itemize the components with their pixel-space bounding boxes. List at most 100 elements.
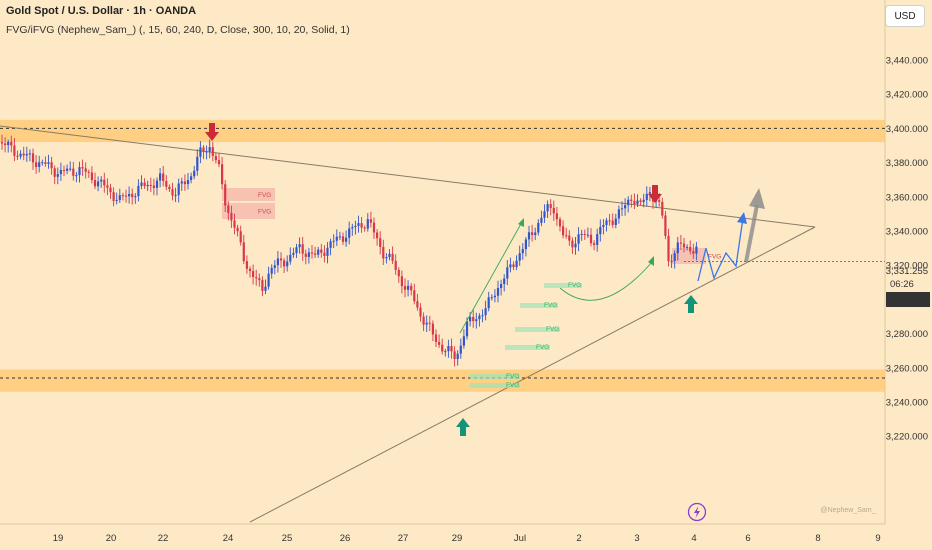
candle-body	[363, 227, 366, 229]
candle-body	[31, 153, 35, 163]
y-tick-label: 3,320.000	[886, 261, 928, 272]
candle-body	[134, 196, 137, 198]
candle-body	[351, 227, 354, 229]
candle-body	[81, 167, 84, 169]
candle-body	[196, 156, 199, 171]
candle-body	[38, 162, 41, 168]
candle-body	[276, 258, 279, 266]
candle-body	[599, 226, 602, 235]
candle-body	[41, 162, 44, 164]
candle-body	[211, 147, 214, 156]
candle-body	[270, 267, 273, 274]
x-tick-label: 24	[223, 533, 234, 544]
candle-body	[400, 276, 403, 287]
y-tick-label: 3,280.000	[886, 329, 928, 340]
pullback-arrowhead	[648, 256, 654, 266]
candle-body	[292, 253, 295, 255]
candle-body	[639, 200, 642, 203]
indicator-legend[interactable]: FVG/iFVG (Nephew_Sam_) (, 15, 60, 240, D…	[6, 24, 350, 36]
pullback-curve	[559, 261, 653, 301]
candle-body	[177, 183, 180, 196]
candle-body	[217, 160, 221, 165]
candle-body	[627, 199, 630, 206]
candle-body	[87, 171, 90, 173]
candle-body	[493, 295, 496, 298]
x-tick-label: 8	[815, 533, 820, 544]
candle-body	[304, 253, 307, 257]
candle-body	[261, 280, 264, 291]
candle-body	[233, 220, 236, 228]
candle-body	[521, 249, 524, 254]
candle-body	[658, 200, 661, 202]
candle-body	[689, 246, 692, 252]
candle-body	[44, 162, 47, 164]
candle-body	[140, 182, 143, 186]
candle-body	[152, 185, 155, 188]
candle-body	[645, 193, 648, 200]
candle-body	[128, 193, 131, 197]
candle-body	[242, 242, 245, 262]
candle-body	[490, 297, 493, 299]
candle-body	[121, 195, 124, 197]
candle-body	[602, 225, 605, 227]
candle-body	[670, 261, 673, 263]
bearish-fvg-box	[222, 203, 275, 219]
candle-body	[317, 249, 320, 255]
candle-body	[267, 273, 270, 287]
candle-body	[515, 260, 518, 268]
y-tick-label: 3,420.000	[886, 90, 928, 101]
x-tick-label: 9	[875, 533, 880, 544]
candle-body	[648, 192, 651, 194]
candle-body	[75, 175, 78, 177]
x-tick-label: 2	[576, 533, 581, 544]
candle-body	[264, 286, 267, 291]
x-tick-label: 25	[282, 533, 293, 544]
candle-body	[301, 244, 304, 254]
candle-body	[109, 187, 112, 193]
candle-body	[357, 223, 360, 226]
candle-body	[131, 193, 134, 198]
candle-body	[326, 247, 329, 256]
candle-body	[0, 142, 4, 144]
bullish-fvg-box	[515, 327, 560, 332]
candle-body	[379, 238, 382, 247]
candle-body	[549, 204, 552, 208]
candle-body	[186, 180, 190, 185]
candle-body	[661, 201, 664, 216]
candle-body	[382, 246, 385, 259]
candle-body	[236, 227, 239, 232]
x-tick-label: 4	[691, 533, 696, 544]
candle-body	[605, 220, 608, 226]
candle-body	[19, 153, 22, 157]
lightning-bolt-glyph	[694, 506, 700, 518]
y-tick-label: 3,220.000	[886, 432, 928, 443]
price-axis-panel	[885, 0, 932, 550]
y-tick-label: 3,260.000	[886, 363, 928, 374]
candle-body	[273, 265, 276, 268]
candle-body	[664, 215, 667, 236]
candle-body	[205, 151, 208, 153]
candle-body	[59, 169, 62, 175]
candle-body	[596, 234, 599, 245]
candle-body	[506, 267, 509, 279]
candle-body	[97, 181, 100, 187]
impulse-arrow-line	[459, 221, 523, 334]
bearish-fvg-label: FVG	[708, 254, 721, 261]
support-zone	[0, 369, 885, 392]
candle-body	[124, 195, 128, 197]
candle-body	[407, 285, 410, 290]
candle-body	[50, 162, 53, 169]
candle-body	[202, 147, 205, 152]
x-tick-label: 20	[106, 533, 117, 544]
candle-body	[199, 147, 202, 157]
candle-body	[314, 253, 317, 255]
candle-body	[673, 253, 676, 262]
candle-body	[518, 253, 521, 261]
currency-button[interactable]: USD	[885, 5, 925, 27]
bearish-fvg-label: FVG	[258, 209, 271, 216]
candle-body	[341, 236, 345, 242]
candle-body	[190, 176, 193, 181]
candle-body	[103, 179, 106, 186]
candle-body	[571, 240, 574, 248]
